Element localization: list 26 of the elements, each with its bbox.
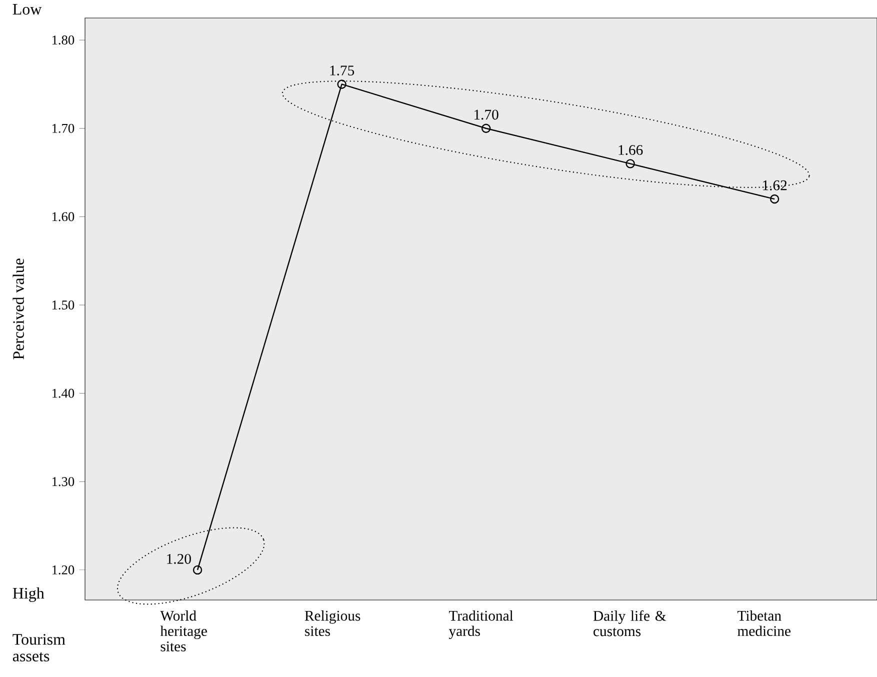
y-axis-title: Perceived value xyxy=(12,258,24,360)
data-label: 1.70 xyxy=(474,110,498,120)
point xyxy=(481,124,491,133)
x-tick-label: Traditional yards xyxy=(448,610,514,640)
y-tick-label: 1.80 xyxy=(52,36,74,45)
point xyxy=(192,565,202,575)
y-tick-label: 1.40 xyxy=(52,388,74,398)
point xyxy=(770,194,780,204)
data-label: 1.20 xyxy=(167,554,191,564)
data-label: 1.66 xyxy=(618,145,643,155)
x-tick-label: Daily life & customs xyxy=(593,610,666,636)
x-tick-label: Religious sites xyxy=(304,610,360,636)
x-axis-title: Tourism assets xyxy=(12,634,66,662)
y-tick-label: 1.30 xyxy=(52,477,74,486)
x-tick-label: World heritage sites xyxy=(160,610,207,652)
data-label: 1.75 xyxy=(330,66,354,76)
text: High xyxy=(12,587,44,602)
text: Low xyxy=(12,4,42,15)
x-tick-label: Tibetan medicine xyxy=(738,610,791,636)
y-tick-label: 1.70 xyxy=(52,124,74,133)
data-label: 1.62 xyxy=(763,180,787,190)
y-tick-label: 1.50 xyxy=(52,300,74,310)
y-tick-label: 1.60 xyxy=(52,212,74,222)
point xyxy=(337,80,346,89)
y-tick-label: 1.20 xyxy=(52,565,74,574)
point xyxy=(626,159,635,168)
